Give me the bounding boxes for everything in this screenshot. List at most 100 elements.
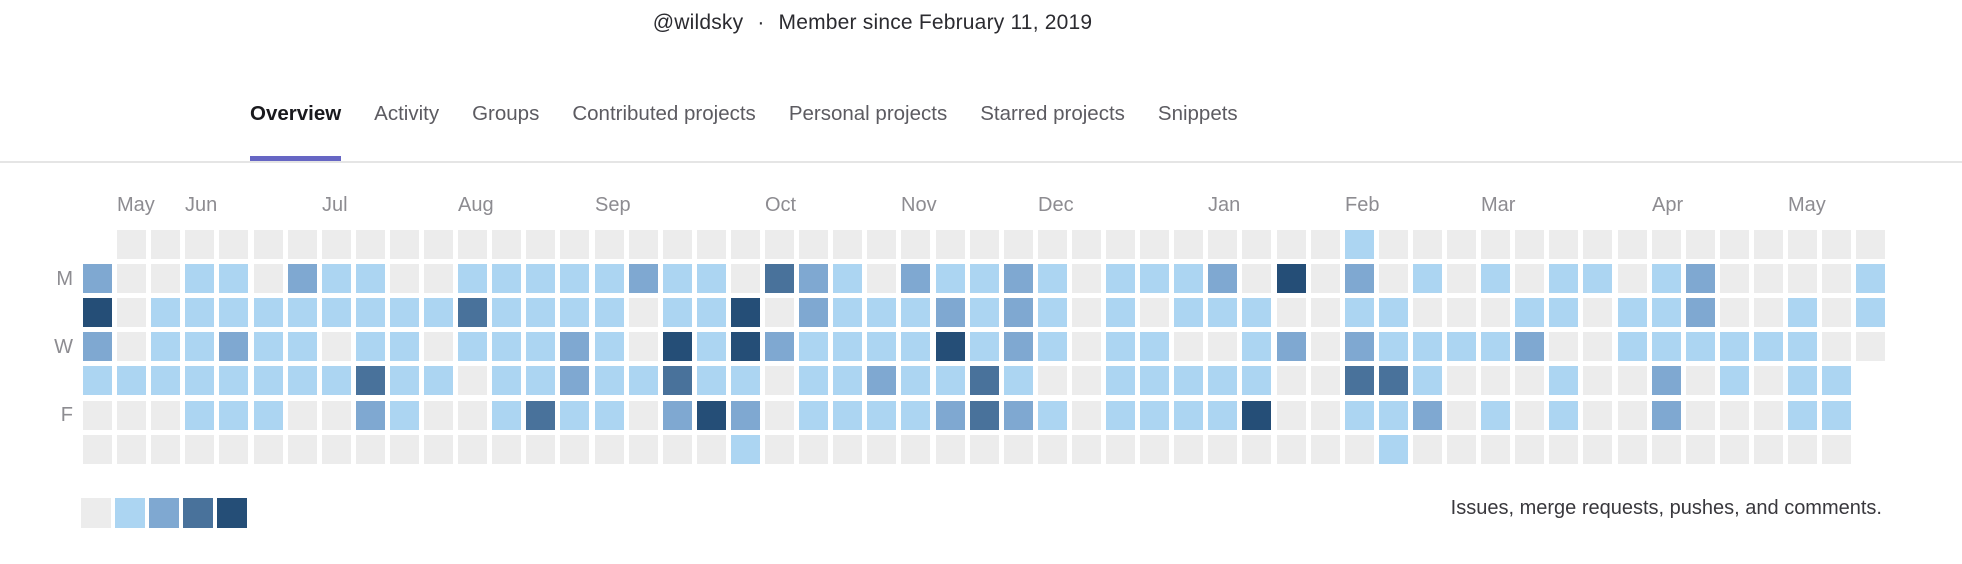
heatmap-cell[interactable] bbox=[1311, 366, 1340, 395]
heatmap-cell[interactable] bbox=[629, 366, 658, 395]
heatmap-cell[interactable] bbox=[254, 298, 283, 327]
heatmap-cell[interactable] bbox=[356, 435, 385, 464]
heatmap-cell[interactable] bbox=[1618, 332, 1647, 361]
heatmap-cell[interactable] bbox=[1140, 366, 1169, 395]
heatmap-cell[interactable] bbox=[1447, 298, 1476, 327]
heatmap-cell[interactable] bbox=[185, 264, 214, 293]
heatmap-cell[interactable] bbox=[1413, 298, 1442, 327]
heatmap-cell[interactable] bbox=[1140, 401, 1169, 430]
heatmap-cell[interactable] bbox=[1549, 332, 1578, 361]
heatmap-cell[interactable] bbox=[1447, 435, 1476, 464]
heatmap-cell[interactable] bbox=[629, 435, 658, 464]
heatmap-cell[interactable] bbox=[1072, 264, 1101, 293]
heatmap-cell[interactable] bbox=[1447, 264, 1476, 293]
heatmap-cell[interactable] bbox=[765, 332, 794, 361]
heatmap-cell[interactable] bbox=[322, 264, 351, 293]
heatmap-cell[interactable] bbox=[492, 298, 521, 327]
heatmap-cell[interactable] bbox=[901, 230, 930, 259]
heatmap-cell[interactable] bbox=[1720, 332, 1749, 361]
heatmap-cell[interactable] bbox=[1174, 401, 1203, 430]
heatmap-cell[interactable] bbox=[731, 230, 760, 259]
heatmap-cell[interactable] bbox=[1822, 230, 1851, 259]
heatmap-cell[interactable] bbox=[1788, 435, 1817, 464]
heatmap-cell[interactable] bbox=[1652, 332, 1681, 361]
heatmap-cell[interactable] bbox=[901, 332, 930, 361]
heatmap-cell[interactable] bbox=[219, 366, 248, 395]
heatmap-cell[interactable] bbox=[1277, 435, 1306, 464]
heatmap-cell[interactable] bbox=[288, 332, 317, 361]
heatmap-cell[interactable] bbox=[936, 230, 965, 259]
heatmap-cell[interactable] bbox=[1379, 401, 1408, 430]
heatmap-cell[interactable] bbox=[1277, 298, 1306, 327]
heatmap-cell[interactable] bbox=[901, 435, 930, 464]
heatmap-cell[interactable] bbox=[1515, 230, 1544, 259]
heatmap-cell[interactable] bbox=[1311, 264, 1340, 293]
heatmap-cell[interactable] bbox=[219, 298, 248, 327]
heatmap-cell[interactable] bbox=[424, 298, 453, 327]
heatmap-cell[interactable] bbox=[595, 264, 624, 293]
heatmap-cell[interactable] bbox=[1106, 298, 1135, 327]
heatmap-cell[interactable] bbox=[560, 332, 589, 361]
heatmap-cell[interactable] bbox=[765, 230, 794, 259]
heatmap-cell[interactable] bbox=[356, 401, 385, 430]
heatmap-cell[interactable] bbox=[424, 332, 453, 361]
heatmap-cell[interactable] bbox=[492, 401, 521, 430]
heatmap-cell[interactable] bbox=[1242, 230, 1271, 259]
heatmap-cell[interactable] bbox=[356, 332, 385, 361]
heatmap-cell[interactable] bbox=[526, 435, 555, 464]
heatmap-cell[interactable] bbox=[288, 401, 317, 430]
heatmap-cell[interactable] bbox=[1072, 230, 1101, 259]
heatmap-cell[interactable] bbox=[1004, 264, 1033, 293]
heatmap-cell[interactable] bbox=[288, 230, 317, 259]
heatmap-cell[interactable] bbox=[1345, 298, 1374, 327]
heatmap-cell[interactable] bbox=[254, 264, 283, 293]
heatmap-cell[interactable] bbox=[1856, 264, 1885, 293]
heatmap-cell[interactable] bbox=[1549, 264, 1578, 293]
heatmap-cell[interactable] bbox=[458, 332, 487, 361]
heatmap-cell[interactable] bbox=[629, 264, 658, 293]
heatmap-cell[interactable] bbox=[424, 264, 453, 293]
heatmap-cell[interactable] bbox=[833, 332, 862, 361]
heatmap-cell[interactable] bbox=[1311, 401, 1340, 430]
heatmap-cell[interactable] bbox=[1413, 366, 1442, 395]
heatmap-cell[interactable] bbox=[219, 264, 248, 293]
heatmap-cell[interactable] bbox=[936, 401, 965, 430]
heatmap-cell[interactable] bbox=[970, 435, 999, 464]
heatmap-cell[interactable] bbox=[1038, 230, 1067, 259]
heatmap-cell[interactable] bbox=[117, 264, 146, 293]
heatmap-cell[interactable] bbox=[1549, 230, 1578, 259]
heatmap-cell[interactable] bbox=[1583, 366, 1612, 395]
heatmap-cell[interactable] bbox=[1038, 332, 1067, 361]
heatmap-cell[interactable] bbox=[322, 230, 351, 259]
heatmap-cell[interactable] bbox=[1311, 230, 1340, 259]
heatmap-cell[interactable] bbox=[322, 435, 351, 464]
heatmap-cell[interactable] bbox=[117, 366, 146, 395]
heatmap-cell[interactable] bbox=[1277, 332, 1306, 361]
heatmap-cell[interactable] bbox=[254, 401, 283, 430]
heatmap-cell[interactable] bbox=[1413, 435, 1442, 464]
heatmap-cell[interactable] bbox=[1856, 230, 1885, 259]
heatmap-cell[interactable] bbox=[1072, 332, 1101, 361]
heatmap-cell[interactable] bbox=[595, 366, 624, 395]
heatmap-cell[interactable] bbox=[185, 332, 214, 361]
heatmap-cell[interactable] bbox=[1652, 435, 1681, 464]
heatmap-cell[interactable] bbox=[697, 264, 726, 293]
heatmap-cell[interactable] bbox=[867, 298, 896, 327]
heatmap-cell[interactable] bbox=[1345, 401, 1374, 430]
heatmap-cell[interactable] bbox=[970, 401, 999, 430]
tab-contributed-projects[interactable]: Contributed projects bbox=[572, 102, 756, 125]
heatmap-cell[interactable] bbox=[424, 230, 453, 259]
heatmap-cell[interactable] bbox=[117, 298, 146, 327]
heatmap-cell[interactable] bbox=[390, 332, 419, 361]
heatmap-cell[interactable] bbox=[560, 264, 589, 293]
heatmap-cell[interactable] bbox=[390, 401, 419, 430]
heatmap-cell[interactable] bbox=[356, 366, 385, 395]
heatmap-cell[interactable] bbox=[1618, 298, 1647, 327]
heatmap-cell[interactable] bbox=[288, 366, 317, 395]
heatmap-cell[interactable] bbox=[1140, 230, 1169, 259]
heatmap-cell[interactable] bbox=[424, 435, 453, 464]
heatmap-cell[interactable] bbox=[1686, 401, 1715, 430]
heatmap-cell[interactable] bbox=[1004, 401, 1033, 430]
heatmap-cell[interactable] bbox=[1447, 332, 1476, 361]
heatmap-cell[interactable] bbox=[1208, 435, 1237, 464]
